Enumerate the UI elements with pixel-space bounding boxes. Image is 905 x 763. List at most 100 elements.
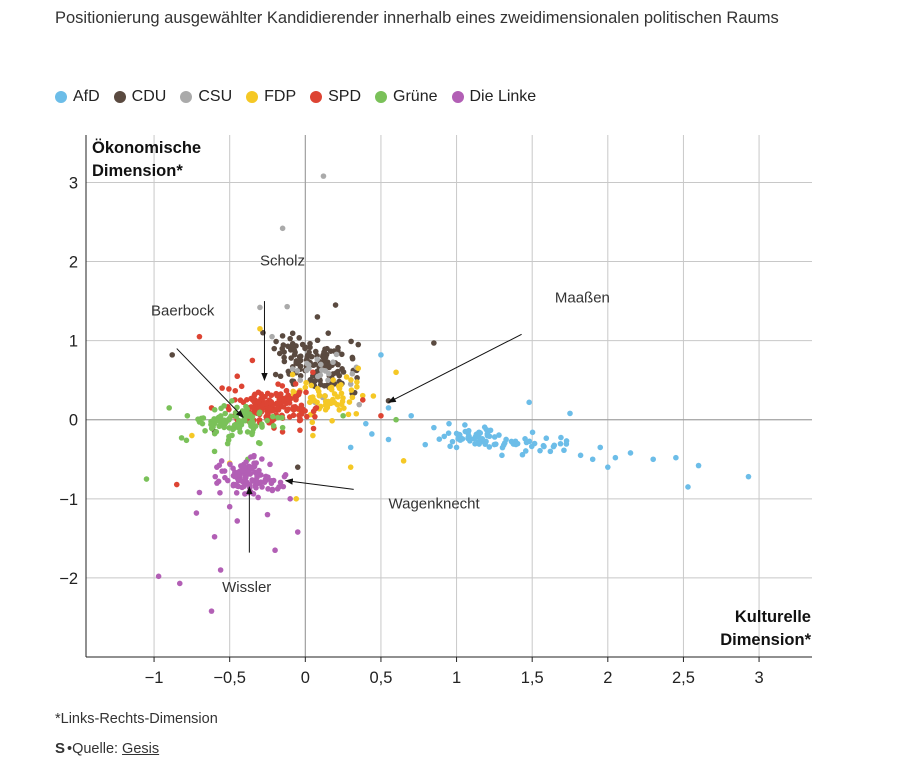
data-point — [253, 485, 259, 491]
data-point — [294, 464, 301, 470]
data-point — [211, 533, 218, 540]
legend-dot — [451, 91, 464, 103]
data-point — [219, 385, 225, 391]
data-point — [255, 494, 261, 501]
data-point — [215, 478, 222, 485]
data-point — [296, 354, 303, 360]
annotation-label: Wissler — [222, 579, 271, 596]
data-point — [239, 418, 246, 424]
data-point — [650, 456, 656, 463]
data-point — [295, 359, 302, 366]
data-point — [436, 436, 443, 442]
data-point — [276, 484, 282, 490]
data-point — [227, 461, 233, 468]
data-point — [250, 478, 256, 484]
data-point — [249, 415, 255, 421]
x-tick-label: 0,5 — [369, 669, 392, 687]
data-point — [219, 468, 225, 474]
data-point — [273, 390, 279, 397]
data-points — [143, 173, 752, 614]
source-line: S • Quelle: Gesis — [55, 740, 159, 757]
x-tick-label: 0 — [301, 669, 310, 687]
legend-item: Grüne — [375, 88, 438, 106]
data-point — [297, 373, 304, 379]
data-point — [449, 438, 456, 445]
data-point — [183, 437, 190, 444]
legend-item: CDU — [113, 88, 166, 106]
data-point — [202, 427, 208, 434]
data-point — [270, 477, 277, 484]
publisher-logo: S — [55, 740, 66, 757]
data-point — [255, 398, 262, 405]
data-point — [196, 333, 203, 340]
data-point — [279, 383, 286, 389]
legend-label: Die Linke — [469, 88, 537, 105]
data-point — [279, 225, 286, 232]
data-point — [526, 438, 533, 445]
data-point — [306, 349, 312, 356]
data-point — [289, 366, 296, 372]
data-point — [198, 415, 205, 422]
data-point — [295, 391, 302, 398]
y-tick-label: −1 — [59, 491, 78, 509]
data-point — [221, 403, 227, 409]
data-point — [276, 350, 283, 357]
data-point — [238, 463, 244, 469]
data-point — [303, 389, 309, 396]
data-point — [234, 483, 241, 489]
data-point — [302, 384, 309, 391]
data-point — [370, 393, 377, 399]
data-point — [282, 472, 289, 478]
data-point — [293, 405, 300, 412]
data-point — [336, 383, 342, 390]
data-point — [325, 377, 331, 383]
data-point — [257, 409, 263, 416]
data-point — [347, 444, 354, 451]
data-point — [235, 423, 242, 429]
data-point — [484, 431, 491, 437]
data-point — [286, 414, 293, 420]
data-point — [348, 377, 354, 383]
data-point — [627, 450, 634, 456]
data-point — [269, 333, 275, 340]
data-point — [471, 435, 478, 442]
x-axis-label: Kulturelle — [735, 608, 811, 626]
data-point — [303, 367, 310, 374]
data-point — [259, 402, 265, 408]
data-point — [499, 452, 505, 459]
data-point — [277, 373, 284, 380]
data-point — [385, 436, 392, 443]
data-point — [349, 370, 356, 377]
data-point — [257, 325, 263, 332]
data-point — [281, 349, 287, 355]
data-point — [270, 423, 277, 429]
source-link[interactable]: Gesis — [122, 740, 160, 757]
data-point — [354, 384, 360, 390]
series-afd — [347, 352, 752, 490]
data-point — [224, 440, 231, 447]
data-point — [244, 406, 251, 412]
x-tick-label: 2 — [603, 669, 612, 687]
data-point — [336, 407, 343, 413]
data-point — [215, 418, 222, 424]
data-point — [431, 340, 437, 346]
data-point — [312, 405, 319, 412]
data-point — [673, 454, 679, 461]
grid — [86, 135, 812, 657]
data-point — [483, 426, 490, 433]
data-point — [531, 440, 538, 447]
data-point — [332, 302, 339, 308]
data-point — [249, 357, 256, 364]
data-point — [385, 397, 392, 404]
data-point — [275, 414, 281, 421]
data-point — [318, 361, 324, 368]
data-point — [226, 425, 232, 431]
data-point — [199, 420, 206, 427]
data-point — [597, 444, 604, 451]
data-point — [496, 432, 502, 438]
data-point — [369, 431, 375, 437]
data-point — [226, 386, 232, 392]
data-point — [472, 440, 478, 447]
data-point — [307, 394, 314, 401]
data-point — [267, 461, 273, 468]
